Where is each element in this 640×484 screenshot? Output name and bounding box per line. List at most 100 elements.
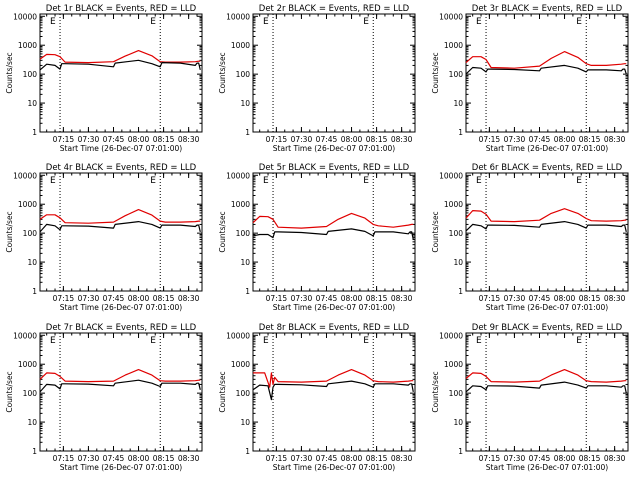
- y-axis-label: Counts/sec: [5, 211, 14, 252]
- x-tick-label: 07:30: [291, 454, 313, 463]
- y-axis-label: Counts/sec: [5, 52, 14, 93]
- y-tick-label: 100: [236, 229, 251, 238]
- x-tick-label: 08:30: [604, 135, 626, 144]
- x-tick-label: 07:30: [78, 135, 100, 144]
- panel-title: Det 1r BLACK = Events, RED = LLD: [46, 4, 197, 14]
- time-marker-label: E: [50, 17, 56, 27]
- plot-frame: [252, 13, 416, 133]
- panel-title: Det 3r BLACK = Events, RED = LLD: [472, 4, 623, 14]
- events-series-line: [465, 64, 627, 75]
- y-tick-label: 1: [245, 128, 250, 137]
- y-tick-label: 1000: [231, 200, 250, 209]
- x-tick-label: 08:00: [341, 294, 363, 303]
- y-tick-label: 1000: [18, 200, 37, 209]
- y-tick-label: 1: [458, 447, 463, 456]
- x-axis-label: Start Time (26-Dec-07 07:01:00): [273, 303, 395, 312]
- time-marker-label: E: [150, 17, 156, 27]
- x-tick-label: 08:30: [391, 454, 413, 463]
- lld-series-line: [465, 50, 627, 69]
- x-tick-label: 08:15: [366, 135, 388, 144]
- detector-panel-2: Det 2r BLACK = Events, RED = LLD 1 10 100 10…: [218, 4, 416, 153]
- y-tick-label: 1000: [18, 41, 37, 50]
- lld-series-line: [252, 212, 414, 229]
- y-tick-label: 10000: [439, 12, 463, 21]
- time-marker-label: E: [50, 336, 56, 346]
- x-tick-label: 07:30: [504, 294, 526, 303]
- events-series-line: [465, 381, 627, 394]
- x-tick-label: 07:45: [316, 294, 338, 303]
- y-tick-label: 10000: [13, 171, 37, 180]
- x-tick-label: 08:30: [178, 454, 200, 463]
- x-axis-label: Start Time (26-Dec-07 07:01:00): [273, 463, 395, 472]
- x-tick-label: 07:15: [479, 294, 501, 303]
- plot-frame: [39, 172, 203, 292]
- x-tick-label: 07:30: [291, 135, 313, 144]
- panel-title: Det 6r BLACK = Events, RED = LLD: [472, 163, 623, 173]
- plot-frame: [465, 172, 629, 292]
- time-marker-label: E: [576, 336, 582, 346]
- time-marker-label: E: [150, 336, 156, 346]
- events-series-line: [39, 379, 201, 393]
- x-tick-label: 08:15: [153, 454, 175, 463]
- plot-frame: [39, 13, 203, 133]
- y-tick-label: 1: [32, 287, 37, 296]
- y-tick-label: 10: [453, 258, 463, 267]
- x-tick-label: 07:15: [266, 454, 288, 463]
- y-tick-label: 100: [449, 229, 464, 238]
- y-tick-label: 10: [453, 99, 463, 108]
- x-tick-label: 08:15: [153, 294, 175, 303]
- x-tick-label: 08:15: [579, 294, 601, 303]
- time-marker-label: E: [263, 17, 269, 27]
- plot-frame: [465, 332, 629, 452]
- y-tick-label: 1: [458, 287, 463, 296]
- y-tick-label: 10000: [439, 171, 463, 180]
- time-marker-label: E: [263, 176, 269, 186]
- lld-series-line: [39, 209, 201, 224]
- lld-series-line: [465, 208, 627, 223]
- panel-title: Det 4r BLACK = Events, RED = LLD: [46, 163, 197, 173]
- plot-frame: [252, 172, 416, 292]
- x-tick-label: 07:15: [479, 454, 501, 463]
- plot-frame: [252, 332, 416, 452]
- x-tick-label: 07:45: [529, 135, 551, 144]
- x-tick-label: 08:00: [554, 294, 576, 303]
- x-tick-label: 08:30: [178, 294, 200, 303]
- time-marker-label: E: [576, 176, 582, 186]
- events-series-line: [39, 59, 201, 71]
- y-tick-label: 10: [27, 99, 37, 108]
- x-tick-label: 08:15: [579, 135, 601, 144]
- detector-panel-6: Det 6r BLACK = Events, RED = LLD 1 10 100 10…: [431, 163, 629, 312]
- x-tick-label: 08:00: [554, 135, 576, 144]
- detector-panel-8: Det 8r BLACK = Events, RED = LLD 1 10 100 10…: [218, 323, 416, 472]
- y-axis-label: Counts/sec: [218, 52, 227, 93]
- y-tick-label: 1000: [444, 360, 463, 369]
- x-tick-label: 07:30: [504, 454, 526, 463]
- y-tick-label: 10: [240, 258, 250, 267]
- x-tick-label: 08:00: [554, 454, 576, 463]
- time-marker-label: E: [50, 176, 56, 186]
- x-axis-label: Start Time (26-Dec-07 07:01:00): [486, 144, 608, 153]
- x-axis-label: Start Time (26-Dec-07 07:01:00): [486, 303, 608, 312]
- x-axis-label: Start Time (26-Dec-07 07:01:00): [60, 144, 182, 153]
- time-marker-label: E: [150, 176, 156, 186]
- y-tick-label: 100: [23, 70, 38, 79]
- x-tick-label: 07:15: [53, 135, 75, 144]
- y-tick-label: 10000: [439, 331, 463, 340]
- events-series-line: [252, 380, 414, 401]
- y-axis-label: Counts/sec: [218, 211, 227, 252]
- lld-series-line: [39, 49, 201, 64]
- y-tick-label: 10: [27, 258, 37, 267]
- y-tick-label: 10000: [226, 171, 250, 180]
- lld-series-line: [253, 369, 414, 388]
- x-tick-label: 08:00: [341, 454, 363, 463]
- time-marker-label: E: [576, 17, 582, 27]
- y-tick-label: 100: [23, 229, 38, 238]
- x-tick-label: 08:15: [153, 135, 175, 144]
- y-tick-label: 100: [449, 70, 464, 79]
- time-marker-label: E: [363, 17, 369, 27]
- y-tick-label: 10000: [13, 12, 37, 21]
- y-tick-label: 100: [23, 389, 38, 398]
- x-tick-label: 07:15: [479, 135, 501, 144]
- x-tick-label: 07:30: [78, 294, 100, 303]
